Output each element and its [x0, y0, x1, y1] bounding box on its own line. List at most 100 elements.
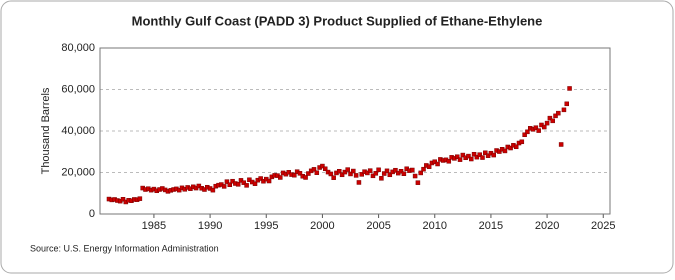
point: [241, 180, 247, 185]
point: [564, 101, 570, 107]
point: [238, 178, 244, 183]
point: [381, 171, 387, 176]
point: [252, 181, 258, 186]
point: [567, 86, 572, 91]
point: [497, 149, 502, 154]
x-tick-label: 2010: [423, 220, 447, 232]
point: [286, 170, 291, 175]
point: [292, 172, 297, 178]
point: [542, 124, 547, 130]
point: [544, 120, 550, 126]
point: [550, 118, 555, 124]
point: [513, 144, 519, 150]
point: [469, 156, 474, 162]
point: [247, 177, 252, 183]
y-tick-label: 0: [89, 208, 95, 220]
point: [303, 175, 308, 180]
point: [230, 178, 235, 184]
point: [196, 183, 202, 189]
point: [370, 173, 376, 179]
point: [477, 152, 482, 157]
point: [210, 187, 216, 193]
point: [384, 168, 390, 174]
x-tick-label: 1990: [198, 220, 222, 232]
point: [466, 153, 471, 159]
point: [337, 169, 342, 174]
point: [258, 176, 263, 181]
point: [547, 115, 553, 121]
y-tick-label: 40,000: [61, 125, 95, 137]
point: [306, 171, 311, 176]
point: [454, 154, 460, 159]
point: [418, 170, 423, 176]
point: [365, 170, 370, 176]
point: [432, 159, 438, 164]
x-tick-label: 1985: [142, 220, 166, 232]
point: [359, 172, 364, 177]
point: [558, 142, 564, 147]
point: [522, 132, 527, 137]
point: [202, 187, 207, 192]
point: [480, 155, 485, 160]
point: [297, 171, 303, 176]
point: [120, 197, 126, 202]
point: [435, 161, 440, 167]
point: [401, 171, 407, 176]
point: [311, 167, 317, 172]
point: [474, 154, 480, 160]
point: [457, 157, 463, 162]
point: [328, 171, 334, 177]
source: Source: U.S. Energy Information Administ…: [30, 243, 219, 253]
point: [460, 152, 466, 158]
point: [353, 173, 359, 178]
point: [553, 113, 558, 119]
point: [244, 183, 249, 188]
point: [508, 145, 513, 151]
point: [137, 196, 143, 201]
point: [176, 187, 182, 193]
point: [339, 172, 345, 178]
point: [367, 168, 373, 173]
point: [387, 172, 393, 178]
point: [533, 125, 539, 130]
point: [426, 164, 432, 169]
point: [373, 171, 379, 176]
x-tick-label: 2025: [591, 220, 615, 232]
point: [224, 179, 230, 184]
point: [485, 153, 491, 158]
point: [348, 171, 353, 177]
y-axis-label: Thousand Barrels: [40, 87, 52, 174]
point: [561, 107, 567, 113]
point: [536, 128, 541, 133]
x-tick-label: 2005: [366, 220, 390, 232]
point: [278, 175, 283, 180]
point: [412, 173, 418, 179]
x-tick-label: 2000: [310, 220, 334, 232]
point: [421, 166, 426, 172]
point: [410, 167, 415, 173]
point: [491, 152, 496, 158]
y-tick-label: 20,000: [61, 166, 95, 178]
point: [345, 167, 350, 172]
point: [556, 110, 561, 116]
point: [376, 167, 381, 173]
x-tick-label: 2020: [535, 220, 559, 232]
frame: [0, 0, 674, 274]
point: [356, 180, 362, 185]
point: [519, 139, 525, 145]
point: [235, 182, 241, 187]
chart-title: Monthly Gulf Coast (PADD 3) Product Supp…: [132, 13, 543, 28]
point: [227, 182, 232, 187]
plot-area: [99, 47, 611, 215]
point: [266, 178, 272, 184]
point: [342, 169, 348, 175]
point: [446, 159, 452, 164]
x-tick-label: 1995: [254, 220, 278, 232]
point: [483, 150, 488, 156]
point: [398, 169, 404, 174]
point: [525, 129, 530, 135]
x-tick-label: 2015: [479, 220, 503, 232]
point: [471, 151, 477, 157]
point: [393, 167, 398, 173]
